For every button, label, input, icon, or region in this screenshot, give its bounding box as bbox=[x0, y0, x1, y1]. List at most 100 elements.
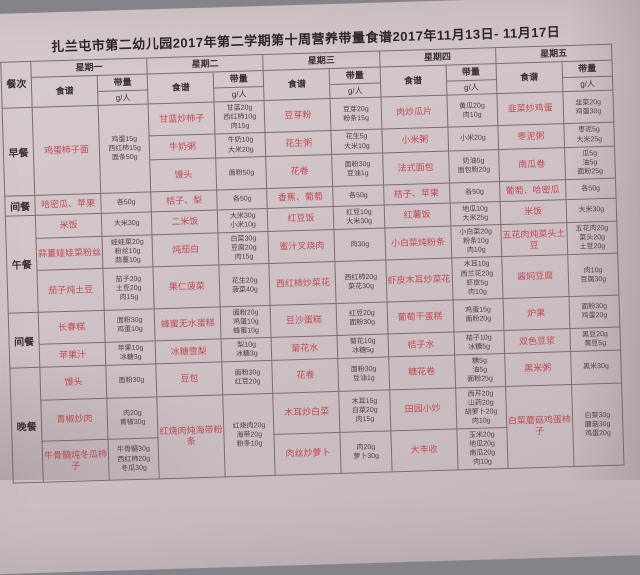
amount-cell: 黄瓜20g 肉10g bbox=[446, 93, 498, 128]
amount-cell: 大米30g bbox=[101, 211, 153, 237]
dish-cell: 黑米粥 bbox=[504, 351, 572, 387]
dish-cell: 牛骨髓炖冬瓜柿子 bbox=[42, 439, 110, 483]
meal-label: 晚餐 bbox=[9, 367, 44, 484]
dish-cell: 哈密瓜、苹果 bbox=[34, 193, 102, 216]
amount-cell: 枣泥5g 大米25g bbox=[563, 122, 615, 148]
amount-cell: 面粉20g 鸡蛋10g 蜂蜜10g bbox=[220, 305, 272, 339]
amount-cell: 梨10g 冰糖3g bbox=[221, 337, 273, 363]
amount-cell: 韭菜20g 鸡蛋30g bbox=[562, 90, 614, 125]
amount-cell: 面粉30g 鸡蛋10g bbox=[104, 308, 156, 343]
dish-cell: 香蕉、葡萄 bbox=[267, 186, 334, 209]
amount-header: 带量 bbox=[561, 59, 613, 78]
dish-cell: 田园小炒 bbox=[389, 387, 457, 431]
per-person-header: g/人 bbox=[330, 82, 381, 99]
dish-cell: 米饭 bbox=[499, 199, 567, 225]
dish-cell: 红烧肉炖海带粉条 bbox=[156, 394, 226, 480]
dish-cell: 炖茄白 bbox=[152, 233, 220, 268]
amount-cell: 娃娃菜20g 粉丝10g 蒜薹10g bbox=[102, 235, 154, 269]
dish-cell: 南瓜卷 bbox=[498, 147, 566, 182]
dish-cell: 茄子炖土豆 bbox=[37, 268, 105, 313]
dish-cell: 花卷 bbox=[266, 154, 334, 189]
recipe-header: 食谱 bbox=[495, 61, 563, 94]
amount-cell: 各50g bbox=[449, 181, 500, 203]
amount-cell: 面粉50g bbox=[215, 156, 268, 190]
meal-label: 间餐 bbox=[4, 195, 36, 217]
dish-cell: 豆包 bbox=[156, 362, 224, 397]
dish-cell: 小米粥 bbox=[381, 127, 449, 153]
dish-cell: 红薯饭 bbox=[383, 202, 451, 229]
dish-cell: 鸡蛋柿子面 bbox=[32, 105, 101, 196]
amount-cell: 地瓜10g 大米25g bbox=[449, 201, 501, 227]
amount-cell: 面粉30g 红豆20g bbox=[222, 360, 274, 395]
dish-cell: 果仁菠菜 bbox=[153, 265, 221, 309]
amount-cell: 奶油5g 面包粉20g bbox=[448, 149, 500, 184]
amount-cell: 瓜5g 油5g 面粉25g bbox=[564, 145, 616, 180]
meal-label: 早餐 bbox=[2, 107, 35, 197]
amount-cell: 面粉30g bbox=[105, 364, 157, 398]
amount-cell: 茄子20g 土豆20g 肉15g bbox=[103, 267, 155, 311]
dish-cell: 馒头 bbox=[149, 157, 217, 192]
dish-cell: 牛奶粥 bbox=[149, 134, 216, 160]
amount-cell: 西芹20g 山药20g 胡萝卜20g 肉10g bbox=[455, 386, 507, 429]
dish-cell: 蒜薹娃娃菜粉丝 bbox=[36, 236, 104, 271]
dish-cell: 枣泥粥 bbox=[497, 124, 565, 150]
recipe-header: 食谱 bbox=[263, 68, 331, 101]
menu-table: 餐次 星期一 星期二 星期三 星期四 星期五 食谱 带量 食谱 带量 食谱 带量 食谱 带量 食谱 带量 g/人… bbox=[0, 44, 625, 484]
amount-cell: 鸡蛋15g 西红柿15g 面条50g bbox=[98, 104, 151, 194]
dish-cell: 肉炒瓜片 bbox=[380, 95, 448, 130]
dish-cell: 肉丝炒萝卜 bbox=[274, 432, 342, 476]
amount-cell: 肉10g 豆腐30g bbox=[567, 253, 619, 297]
amount-cell: 肉20g 青椒30g bbox=[106, 396, 159, 440]
amount-cell: 糖5g 油5g 面粉25g bbox=[454, 353, 506, 388]
dish-cell: 苹果汁 bbox=[39, 342, 106, 368]
dish-cell: 蜜汁叉烧肉 bbox=[268, 229, 336, 264]
meal-column-header: 餐次 bbox=[0, 61, 33, 109]
dish-cell: 桔子、梨 bbox=[150, 189, 218, 212]
dish-cell: 花卷 bbox=[272, 358, 340, 393]
amount-cell: 各50g bbox=[216, 188, 268, 210]
document-content: 扎兰屯市第二幼儿园2017年第二学期第十周营养带量食谱2017年11月13日- … bbox=[0, 24, 625, 484]
amount-cell: 各50g bbox=[333, 184, 384, 207]
dish-cell: 豆芽粉 bbox=[264, 98, 332, 133]
amount-cell: 各50g bbox=[100, 191, 152, 214]
recipe-header: 食谱 bbox=[379, 64, 447, 98]
amount-cell: 面粉30g 鸡蛋20g bbox=[568, 294, 620, 329]
amount-cell: 肉30g bbox=[334, 228, 386, 262]
amount-header: 带量 bbox=[213, 70, 264, 88]
amount-cell: 花生5g 大米10g bbox=[331, 129, 383, 155]
amount-cell: 玉米20g 地瓜20g 南瓜20g 肉10g bbox=[456, 427, 508, 471]
amount-cell: 面粉30g 豆油1g bbox=[338, 357, 390, 391]
meal-label: 午餐 bbox=[5, 215, 39, 313]
amount-cell: 豆芽20g 粉条15g bbox=[330, 97, 382, 132]
amount-cell: 红豆20g 面粉30g bbox=[336, 301, 388, 336]
dish-cell: 甘蓝炒柿子 bbox=[148, 102, 216, 137]
dish-cell: 白菜蘑菇鸡蛋柿子 bbox=[505, 384, 574, 469]
amount-cell: 牛奶10g 大米20g bbox=[215, 132, 267, 158]
dish-cell: 小白菜炖粉条 bbox=[384, 226, 452, 261]
dish-cell: 馒头 bbox=[39, 365, 107, 400]
amount-header: 带量 bbox=[329, 66, 381, 85]
per-person-header: g/人 bbox=[213, 86, 265, 103]
dish-cell: 红豆饭 bbox=[267, 206, 335, 232]
amount-cell: 西红柿20g 菜花30g bbox=[335, 260, 387, 304]
amount-cell: 面粉30g 豆油1g bbox=[332, 152, 384, 187]
amount-cell: 苹果10g 冰糖3g bbox=[105, 340, 157, 366]
amount-cell: 白菜30g 豆腐20g 肉15g bbox=[218, 231, 270, 266]
amount-cell: 大米30g 小米10g bbox=[217, 208, 269, 234]
dish-cell: 五花肉炖菜头土豆 bbox=[500, 222, 568, 257]
amount-cell: 甘蓝20g 西红柿10g 肉15g bbox=[214, 100, 266, 135]
amount-cell: 五花肉20g 菜头20g 土豆20g bbox=[566, 221, 618, 255]
amount-header: 带量 bbox=[97, 73, 148, 92]
amount-cell: 黑米30g bbox=[570, 350, 622, 385]
amount-cell: 牛骨髓30g 西红柿20g 冬瓜30g bbox=[108, 437, 160, 481]
dish-cell: 米饭 bbox=[35, 213, 103, 239]
amount-cell: 菊花10g 冰糖5g bbox=[337, 334, 389, 359]
per-person-header: g/人 bbox=[446, 79, 497, 96]
dish-cell: 菊花水 bbox=[271, 335, 339, 361]
dish-cell: 冰糖雪梨 bbox=[155, 338, 223, 365]
dish-cell: 二米饭 bbox=[151, 209, 219, 236]
amount-cell: 桔子10g 冰糖5g bbox=[453, 330, 505, 356]
dish-cell: 木耳炒白菜 bbox=[273, 390, 341, 435]
amount-cell: 小米20g bbox=[447, 126, 499, 151]
